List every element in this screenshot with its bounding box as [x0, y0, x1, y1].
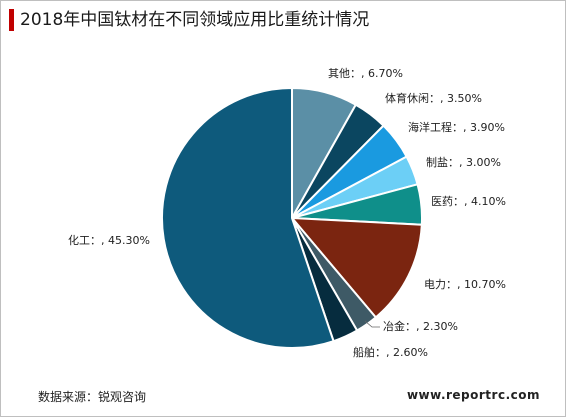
slice-data-label: 船舶：, 2.60%: [353, 345, 428, 359]
slice-data-label: 海洋工程：, 3.90%: [408, 120, 505, 134]
slice-data-label: 电力：, 10.70%: [424, 278, 506, 291]
slice-data-label: 其他：, 6.70%: [328, 67, 403, 80]
slice-data-label: 化工：, 45.30%: [68, 233, 150, 247]
slice-data-label: 医药：, 4.10%: [431, 195, 506, 208]
data-source-note: 数据来源：锐观咨询: [38, 390, 147, 404]
website-url: www.reportrc.com: [406, 388, 540, 402]
pie-slice: [161, 86, 335, 349]
leader-line: [364, 320, 380, 328]
slice-data-label: 制盐：, 3.00%: [426, 156, 501, 169]
slice-data-label: 冶金：, 2.30%: [383, 319, 458, 333]
chart-title: 2018年中国钛材在不同领域应用比重统计情况: [20, 10, 370, 30]
pie-slice: [289, 216, 423, 319]
title-accent-bar: [9, 9, 14, 31]
slice-data-label: 体育休闲：, 3.50%: [385, 91, 482, 105]
